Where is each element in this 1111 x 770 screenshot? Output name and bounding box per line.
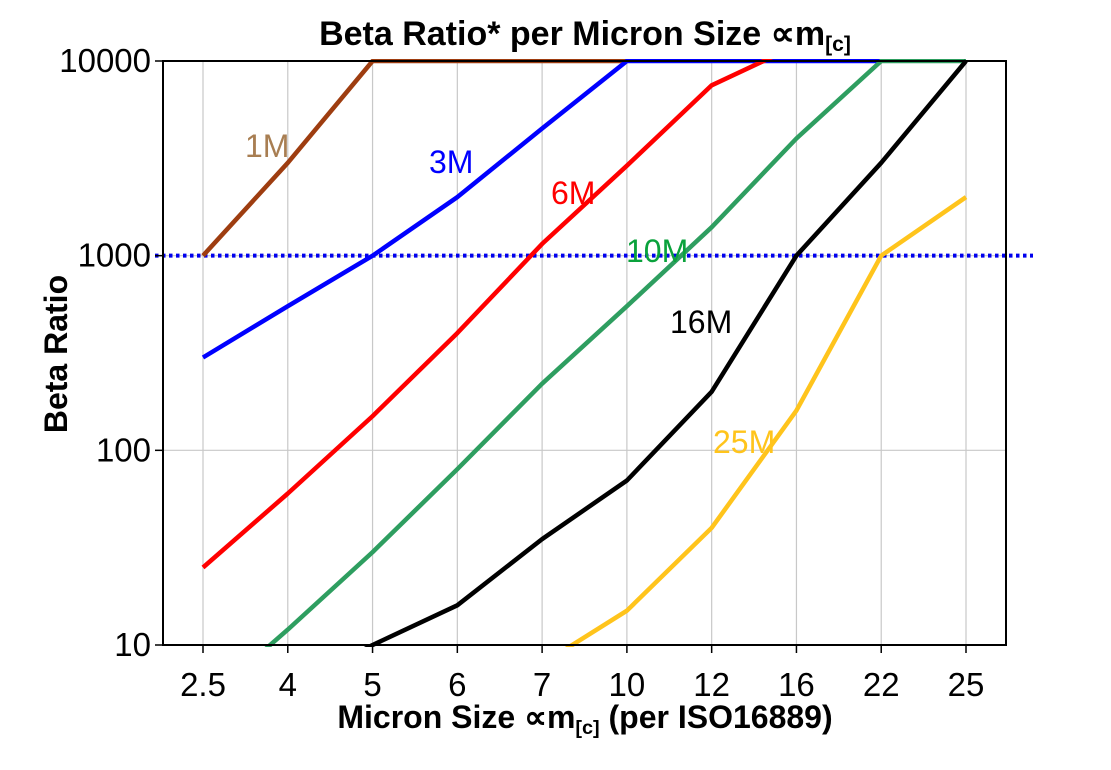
x-tick-label-2.5: 2.5	[180, 666, 226, 703]
x-axis-label-pre: Micron Size ∝m	[337, 699, 576, 735]
series-lines	[201, 59, 968, 647]
series-label-1M: 1M	[245, 128, 289, 164]
x-axis-label-post: (per ISO16889)	[599, 699, 833, 735]
y-tick-label-10: 10	[114, 626, 151, 663]
series-line-25M	[564, 195, 968, 647]
chart-title-main: Beta Ratio* per Micron Size ∝m	[319, 15, 826, 53]
series-label-10M: 10M	[626, 233, 688, 269]
y-axis-label: Beta Ratio	[38, 154, 78, 554]
series-line-10M	[264, 59, 966, 647]
x-tick-label-12: 12	[693, 666, 730, 703]
series-label-6M: 6M	[551, 175, 595, 211]
series-line-16M	[363, 59, 968, 647]
x-tick-label-25: 25	[948, 666, 985, 703]
x-tick-label-16: 16	[778, 666, 815, 703]
series-label-3M: 3M	[429, 144, 473, 180]
series-line-6M	[201, 59, 774, 570]
x-tick-label-6: 6	[448, 666, 466, 703]
y-tick-label-1000: 1000	[78, 237, 151, 274]
x-axis-label-subscript: [c]	[575, 716, 600, 739]
series-label-16M: 16M	[670, 304, 732, 340]
chart-title: Beta Ratio* per Micron Size ∝m[c]	[164, 14, 1006, 56]
x-tick-label-22: 22	[863, 666, 900, 703]
series-label-25M: 25M	[713, 424, 775, 460]
plot-border	[162, 60, 1007, 646]
x-tick-label-4: 4	[279, 666, 297, 703]
y-tick-label-100: 100	[96, 431, 151, 468]
x-tick-label-5: 5	[363, 666, 381, 703]
x-tick-label-7: 7	[533, 666, 551, 703]
x-axis-label: Micron Size ∝m[c] (per ISO16889)	[164, 698, 1006, 739]
chart-title-subscript: [c]	[825, 32, 851, 56]
y-axis-label-text: Beta Ratio	[38, 274, 74, 434]
y-tick-label-10000: 10000	[59, 42, 151, 79]
x-tick-label-10: 10	[609, 666, 646, 703]
